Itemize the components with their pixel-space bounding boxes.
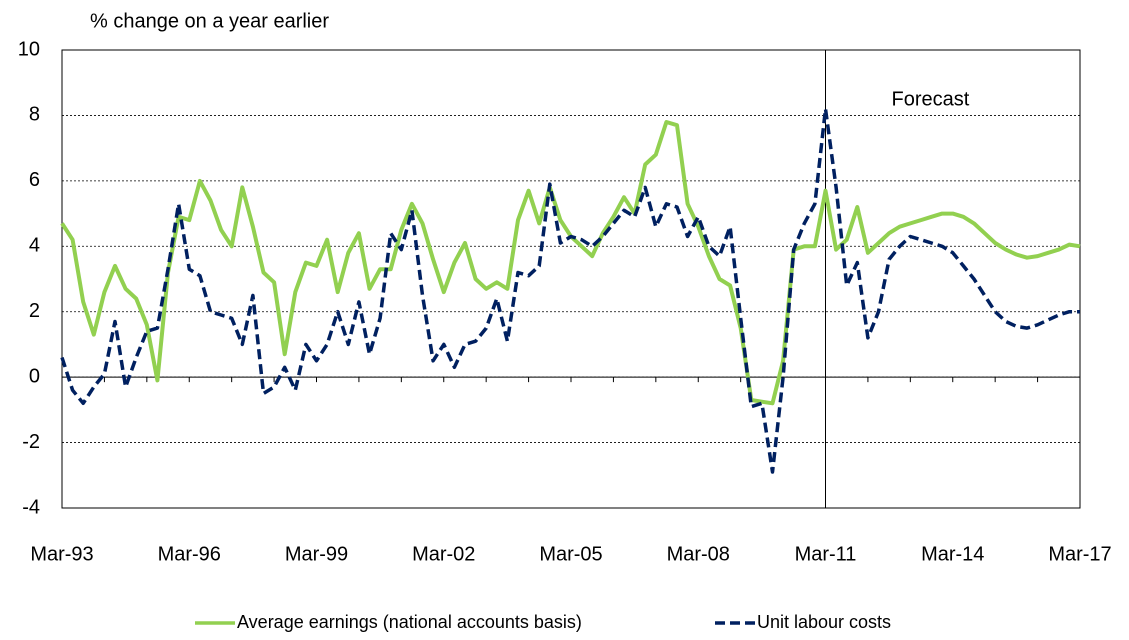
x-tick-label: Mar-93 <box>30 543 93 565</box>
x-tick-label: Mar-08 <box>667 543 730 565</box>
plot-border <box>61 49 1081 509</box>
x-tick-label: Mar-14 <box>921 543 984 565</box>
x-tick-label: Mar-11 <box>795 543 857 565</box>
axis-title: % change on a year earlier <box>90 10 329 32</box>
y-tick-label: 2 <box>29 300 40 322</box>
x-tick-label: Mar-96 <box>158 543 221 565</box>
y-tick-label: 8 <box>29 104 40 126</box>
x-tick-label: Mar-02 <box>412 543 475 565</box>
y-tick-label: 6 <box>29 169 40 191</box>
y-tick-label: 4 <box>29 235 40 257</box>
legend-label: Unit labour costs <box>757 612 891 632</box>
y-tick-label: 10 <box>18 38 40 60</box>
legend-label: Average earnings (national accounts basi… <box>237 612 582 632</box>
series-line <box>60 120 1081 406</box>
x-tick-label: Mar-99 <box>285 543 348 565</box>
x-tick-label: Mar-17 <box>1048 543 1111 565</box>
y-tick-label: -2 <box>22 431 40 453</box>
series-line <box>60 107 1080 474</box>
y-tick-label: 0 <box>29 365 40 387</box>
annotation: Forecast <box>892 88 970 110</box>
y-tick-label: -4 <box>22 496 40 518</box>
x-tick-label: Mar-05 <box>539 543 602 565</box>
